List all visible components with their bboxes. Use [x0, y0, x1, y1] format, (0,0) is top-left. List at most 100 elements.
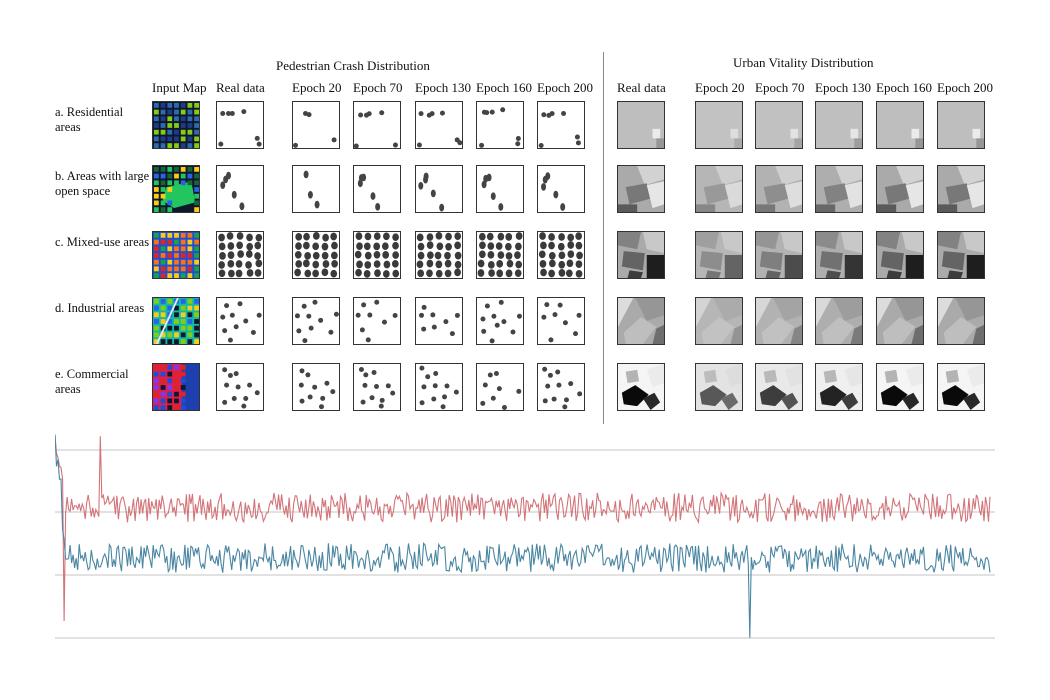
crash-map-tile — [476, 363, 524, 411]
crash-map-tile-graphic — [541, 302, 582, 343]
input-map-tile — [152, 297, 200, 345]
crash-map-tile-graphic — [293, 110, 337, 148]
row-label: e. Commercial areas — [55, 367, 129, 396]
input-map-tile-graphic — [153, 232, 199, 278]
vitality-column-label: Epoch 70 — [755, 80, 805, 95]
vitality-map-tile — [695, 101, 743, 149]
crash-map-tile — [216, 165, 264, 213]
crash-map-tile-graphic — [218, 109, 262, 147]
vitality-map-tile-graphic — [816, 166, 862, 212]
crash-map-tile-graphic — [419, 304, 460, 337]
vitality-map-tile-graphic — [756, 364, 802, 410]
row-label: c. Mixed-use areas — [55, 235, 150, 249]
vitality-map-tile-graphic — [696, 364, 742, 410]
vitality-map-tile — [695, 165, 743, 213]
vitality-map-tile — [937, 101, 985, 149]
vitality-map-tile — [815, 231, 863, 279]
crash-map-tile-graphic — [354, 232, 400, 278]
crash-map-tile — [292, 165, 340, 213]
crash-column-label: Epoch 200 — [537, 80, 593, 95]
crash-map-tile — [292, 297, 340, 345]
crash-map-tile — [415, 363, 463, 411]
vitality-column-label: Epoch 130 — [815, 80, 871, 95]
row-label: d. Industrial areas — [55, 301, 145, 315]
vitality-column-label: Epoch 200 — [937, 80, 993, 95]
vitality-column-label: Real data — [617, 80, 666, 95]
crash-column-label: Real data — [216, 80, 265, 95]
crash-map-tile — [415, 101, 463, 149]
vitality-map-tile-graphic — [938, 364, 984, 410]
input-map-tile — [152, 165, 200, 213]
vitality-map-tile — [617, 165, 665, 213]
crash-map-tile — [216, 101, 264, 149]
crash-map-tile — [476, 231, 524, 279]
input-map-tile — [152, 363, 200, 411]
crash-map-tile-graphic — [355, 299, 398, 343]
vitality-map-tile-graphic — [618, 102, 664, 148]
vitality-map-tile-graphic — [618, 364, 664, 410]
input-map-tile — [152, 231, 200, 279]
crash-map-tile — [216, 363, 264, 411]
crash-map-tile — [292, 231, 340, 279]
vitality-map-tile-graphic — [756, 298, 802, 344]
crash-map-tile — [537, 165, 585, 213]
vitality-map-tile — [755, 231, 803, 279]
training-loss-chart — [55, 434, 995, 639]
vitality-map-tile — [937, 363, 985, 411]
crash-map-tile-graphic — [542, 366, 583, 410]
vitality-map-tile-graphic — [938, 298, 984, 344]
vitality-map-tile-graphic — [938, 232, 984, 278]
vitality-map-tile — [617, 101, 665, 149]
vitality-column-label: Epoch 20 — [695, 80, 745, 95]
crash-map-tile-graphic — [220, 171, 245, 211]
loss-series-line — [55, 434, 991, 638]
crash-map-tile-graphic — [222, 367, 260, 409]
crash-map-tile-graphic — [416, 232, 462, 278]
crash-map-tile-graphic — [481, 173, 504, 211]
vitality-map-tile — [815, 165, 863, 213]
vitality-map-tile — [876, 231, 924, 279]
vitality-map-tile — [755, 297, 803, 345]
vitality-map-tile-graphic — [877, 364, 923, 410]
crash-map-tile-graphic — [538, 232, 583, 278]
vitality-map-tile-graphic — [618, 166, 664, 212]
vitality-map-tile — [695, 297, 743, 345]
vitality-map-tile-graphic — [877, 298, 923, 344]
vitality-map-tile — [617, 363, 665, 411]
crash-map-tile — [476, 297, 524, 345]
crash-map-tile — [353, 231, 401, 279]
crash-map-tile-graphic — [294, 299, 339, 344]
vitality-map-tile-graphic — [877, 232, 923, 278]
crash-map-tile-graphic — [538, 111, 581, 148]
crash-column-label: Input Map — [152, 80, 207, 95]
vitality-map-tile-graphic — [618, 232, 664, 278]
vitality-map-tile-graphic — [756, 166, 802, 212]
vitality-column-label: Epoch 160 — [876, 80, 932, 95]
crash-column-label: Epoch 20 — [292, 80, 342, 95]
vitality-map-tile — [937, 231, 985, 279]
crash-map-tile — [216, 297, 264, 345]
vitality-map-tile-graphic — [696, 232, 742, 278]
vitality-map-tile — [755, 101, 803, 149]
crash-map-tile — [216, 231, 264, 279]
crash-column-label: Epoch 130 — [415, 80, 471, 95]
crash-map-tile — [415, 231, 463, 279]
crash-map-tile-graphic — [541, 172, 566, 211]
vitality-map-tile-graphic — [696, 166, 742, 212]
crash-map-tile — [476, 101, 524, 149]
crash-map-tile — [537, 101, 585, 149]
vitality-map-tile — [815, 297, 863, 345]
vitality-map-tile-graphic — [938, 166, 984, 212]
vitality-map-tile-graphic — [816, 364, 862, 410]
crash-section-title: Pedestrian Crash Distribution — [276, 58, 430, 73]
vitality-map-tile — [617, 231, 665, 279]
vitality-map-tile-graphic — [618, 298, 664, 344]
crash-map-tile — [415, 297, 463, 345]
input-map-tile-graphic — [153, 298, 199, 344]
crash-map-tile-graphic — [480, 299, 522, 344]
crash-map-tile-graphic — [218, 232, 263, 278]
crash-map-tile-graphic — [303, 170, 320, 209]
vitality-map-tile — [876, 165, 924, 213]
vitality-map-tile-graphic — [696, 102, 742, 148]
crash-map-tile-graphic — [419, 365, 459, 410]
